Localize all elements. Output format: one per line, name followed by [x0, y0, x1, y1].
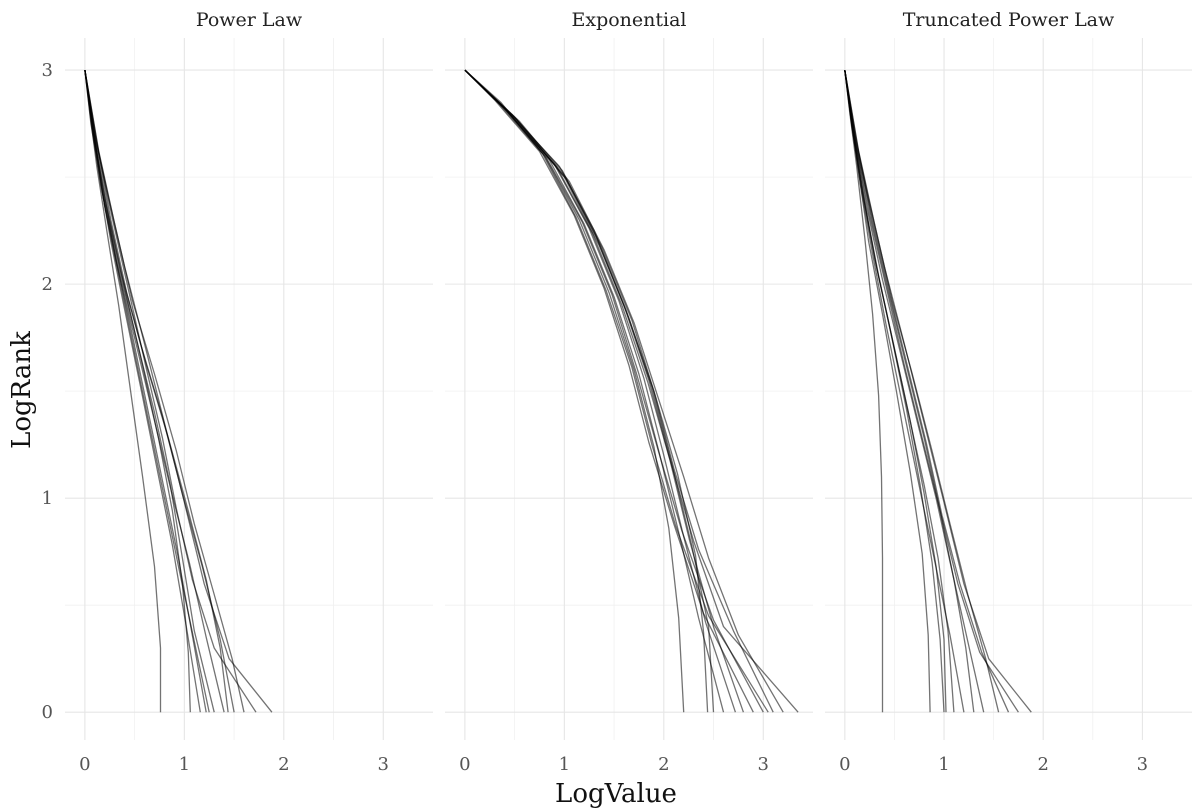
- x-tick-label: 1: [179, 754, 190, 775]
- y-tick-label: 2: [42, 274, 53, 295]
- facet-panel: Truncated Power Law 0 1 2 3: [825, 9, 1192, 775]
- x-tick-label: 2: [658, 754, 669, 775]
- y-tick-label: 1: [42, 488, 53, 509]
- facet-title: Power Law: [196, 9, 303, 31]
- facet-panel: Exponential 0 1 2 3: [445, 9, 813, 775]
- series-line: [464, 69, 769, 713]
- x-tick-label: 3: [378, 754, 389, 775]
- x-tick-label: 3: [758, 754, 769, 775]
- series-line: [844, 69, 1000, 713]
- series-line: [844, 70, 884, 713]
- series-line: [464, 69, 715, 713]
- facet-title: Truncated Power Law: [903, 9, 1115, 31]
- facet-panel: Power Law 0 1 2 3 0 1 2 3: [42, 9, 433, 775]
- series-line: [844, 70, 985, 713]
- series-line: [844, 69, 975, 713]
- series-line: [844, 70, 1019, 713]
- x-tick-label: 0: [79, 754, 90, 775]
- series-line: [844, 70, 945, 713]
- x-tick-label: 3: [1137, 754, 1148, 775]
- y-tick-label: 0: [42, 702, 53, 723]
- series-line: [84, 69, 229, 713]
- series-line: [464, 69, 745, 713]
- series-line: [84, 70, 215, 713]
- x-tick-label: 1: [559, 754, 570, 775]
- x-tick-label: 2: [1037, 754, 1048, 775]
- x-tick-label: 0: [839, 754, 850, 775]
- series-line: [84, 70, 191, 713]
- facet-title: Exponential: [571, 9, 686, 31]
- x-tick-label: 0: [459, 754, 470, 775]
- x-tick-label: 1: [938, 754, 949, 775]
- series-line: [84, 69, 245, 713]
- x-axis-title: LogValue: [555, 779, 677, 809]
- y-tick-label: 3: [42, 60, 53, 81]
- x-tick-label: 2: [278, 754, 289, 775]
- series-line: [464, 69, 754, 713]
- y-axis-title: LogRank: [7, 331, 37, 449]
